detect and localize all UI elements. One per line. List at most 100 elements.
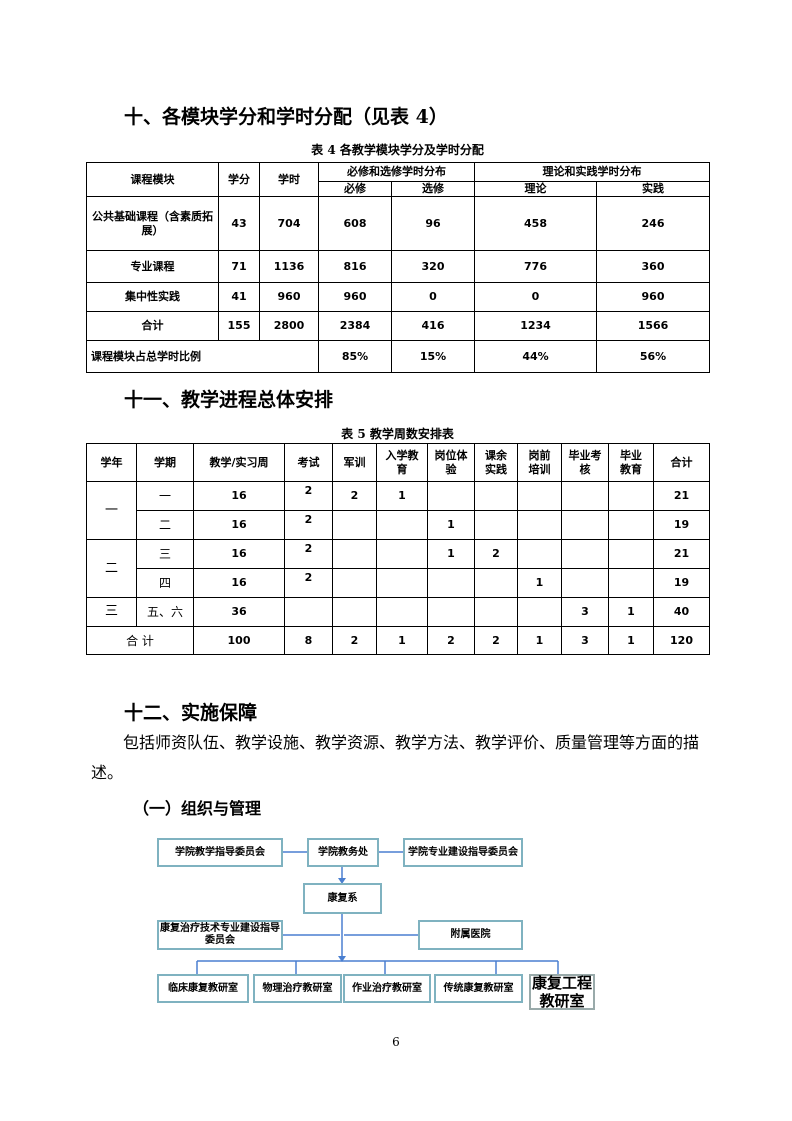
semester: 五、六 [136, 597, 194, 627]
table-cell: 1 [427, 539, 475, 569]
box-teaching-committee: 学院教学指导委员会 [157, 838, 283, 867]
table-cell: 416 [391, 311, 475, 341]
ratio-value: 85% [318, 340, 392, 373]
semester: 三 [136, 539, 194, 569]
table-cell: 3 [561, 597, 609, 627]
table-row: 公共基础课程（含素质拓展） 43 704 608 96 458 246 [86, 196, 710, 251]
column-header: 毕业考核 [561, 443, 609, 482]
table-cell: 1566 [596, 311, 710, 341]
semester: 四 [136, 568, 194, 598]
box-academic-affairs: 学院教务处 [307, 838, 379, 867]
table-cell: 120 [653, 626, 710, 655]
module-name: 公共基础课程（含素质拓展） [86, 196, 219, 251]
table-cell: 2800 [259, 311, 319, 341]
box-hospital: 附属医院 [418, 920, 523, 950]
column-header: 岗位体验 [427, 443, 475, 482]
ratio-value: 44% [474, 340, 597, 373]
column-header: 教学/实习周 [193, 443, 285, 482]
table-row: 合计 155 2800 2384 416 1234 1566 [86, 311, 710, 341]
column-header: 军训 [332, 443, 377, 482]
table-cell [376, 510, 428, 540]
ratio-row: 课程模块占总学时比例 85% 15% 44% 56% [86, 340, 710, 373]
box-section-physical: 物理治疗教研室 [253, 974, 342, 1003]
module-name: 专业课程 [86, 250, 219, 283]
table-cell: 21 [653, 539, 710, 569]
table-cell: 360 [596, 250, 710, 283]
table-cell: 1 [517, 626, 562, 655]
table-row: 三五、六 36 3 1 40 [86, 597, 710, 627]
table-cell [561, 510, 609, 540]
table-cell: 96 [391, 196, 475, 251]
table-cell [284, 597, 333, 627]
table-cell [474, 481, 518, 511]
table-cell: 155 [218, 311, 260, 341]
table-cell: 100 [193, 626, 285, 655]
column-header: 毕业教育 [608, 443, 654, 482]
table-cell: 43 [218, 196, 260, 251]
table-cell [427, 568, 475, 598]
table-cell: 2 [474, 626, 518, 655]
table-cell: 16 [193, 481, 285, 511]
table-cell: 16 [193, 510, 285, 540]
table-cell: 320 [391, 250, 475, 283]
box-section-occupational: 作业治疗教研室 [343, 974, 431, 1003]
table-cell: 19 [653, 510, 710, 540]
section-11-heading: 十一、教学进程总体安排 [124, 389, 334, 411]
table-cell: 1 [608, 597, 654, 627]
header-required-elective: 必修和选修学时分布 [318, 162, 475, 182]
table-cell [517, 597, 562, 627]
box-specialty-committee: 学院专业建设指导委员会 [403, 838, 523, 867]
semester: 二 [136, 510, 194, 540]
header-elective: 选修 [391, 181, 475, 197]
box-section-engineering: 康复工程教研室 [529, 974, 595, 1010]
header-row: 学年 学期 教学/实习周 考试 军训 入学教育 岗位体验 课余实践 岗前培训 毕业考核 毕业教育 合计 [86, 443, 710, 482]
school-year: 一 [86, 481, 137, 540]
box-section-traditional: 传统康复教研室 [434, 974, 523, 1003]
table-cell: 2 [427, 626, 475, 655]
table-cell: 2384 [318, 311, 392, 341]
table-row: 专业课程 71 1136 816 320 776 360 [86, 250, 710, 283]
table-cell [376, 539, 428, 569]
section-10-heading: 十、各模块学分和学时分配（见表 4） [124, 106, 448, 128]
table-row: 集中性实践 41 960 960 0 0 960 [86, 282, 710, 312]
section-12-heading: 十二、实施保障 [124, 702, 258, 724]
box-section-clinical: 临床康复教研室 [157, 974, 249, 1003]
table-cell: 608 [318, 196, 392, 251]
box-program-committee: 康复治疗技术专业建设指导委员会 [157, 920, 283, 950]
page-number: 6 [392, 1035, 400, 1049]
module-name: 集中性实践 [86, 282, 219, 312]
table5-caption: 表 5 教学周数安排表 [341, 427, 454, 441]
table-cell: 2 [284, 568, 333, 598]
table-cell [517, 539, 562, 569]
table-row: 二三 16 2 1 2 21 [86, 539, 710, 598]
ratio-value: 56% [596, 340, 710, 373]
ratio-value: 15% [391, 340, 475, 373]
section-12-paragraph: 包括师资队伍、教学设施、教学资源、教学方法、教学评价、质量管理等方面的描述。 [91, 733, 700, 782]
table-cell [561, 539, 609, 569]
table-cell: 1 [376, 626, 428, 655]
table-cell: 71 [218, 250, 260, 283]
total-label: 合 计 [86, 626, 194, 655]
table-cell: 2 [332, 626, 377, 655]
table-cell [474, 568, 518, 598]
school-year: 二 [86, 539, 137, 598]
column-header: 岗前培训 [517, 443, 562, 482]
table-cell [608, 539, 654, 569]
table-cell: 36 [193, 597, 285, 627]
semester: 一 [136, 481, 194, 511]
table-cell: 3 [561, 626, 609, 655]
table4: 课程模块 学分 学时 必修和选修学时分布 理论和实践学时分布 必修 选修 理论 实践 公共基础… [86, 162, 710, 373]
table-cell: 2 [284, 539, 333, 569]
table-cell: 1136 [259, 250, 319, 283]
table-row: 四 16 2 1 19 [87, 568, 710, 598]
table-cell: 704 [259, 196, 319, 251]
table-row: 一一 16 2 2 1 21 [86, 481, 710, 540]
box-department: 康复系 [303, 883, 382, 914]
table-cell: 458 [474, 196, 597, 251]
table4-caption: 表 4 各教学模块学分及学时分配 [311, 143, 484, 157]
table-cell: 8 [284, 626, 333, 655]
ratio-label: 课程模块占总学时比例 [86, 340, 319, 373]
total-row: 合 计 100 8 2 1 2 2 1 3 1 120 [86, 626, 710, 655]
